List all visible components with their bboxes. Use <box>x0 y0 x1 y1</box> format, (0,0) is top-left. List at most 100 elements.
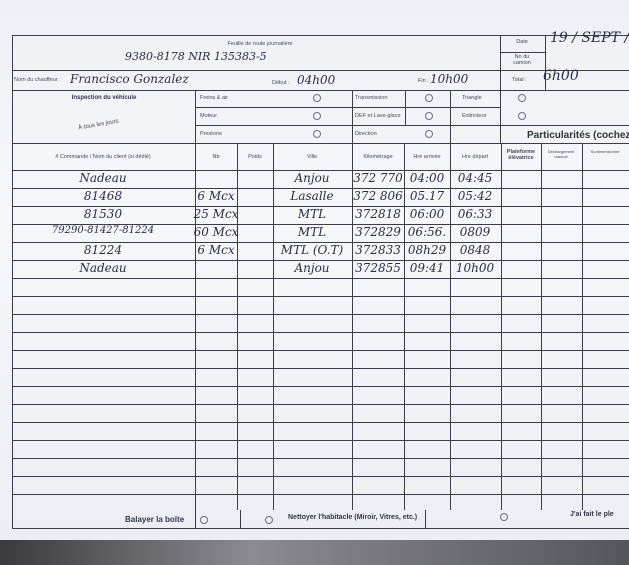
table-header-4: Kilométrage <box>363 154 393 160</box>
grid-line-v <box>450 143 451 510</box>
inspection-checkbox[interactable] <box>313 130 321 138</box>
driver-name-value: Francisco Gonzalez <box>70 72 189 86</box>
table-cell: 6 Mcx <box>197 243 235 257</box>
grid-line-h <box>12 206 629 207</box>
grid-line-h <box>12 143 629 144</box>
table-header-5: Hre arrivée <box>413 154 441 160</box>
form-title: Feuille de route journalière <box>227 41 293 47</box>
grid-line-h <box>12 476 629 477</box>
table-cell: 372855 <box>355 261 401 275</box>
total-label: Total : <box>512 77 527 83</box>
inspection-title: Inspection du véhicule <box>71 95 137 101</box>
inspection-item-label: Extincteur <box>462 113 487 119</box>
grid-line-h <box>12 422 629 423</box>
grid-line-v <box>450 90 451 143</box>
grid-line-h <box>12 458 629 459</box>
start-time-value: 04h00 <box>297 73 336 87</box>
table-header-6: Hre départ <box>462 154 488 160</box>
grid-line-h <box>12 296 629 297</box>
fuel-label: J'ai fait le ple <box>570 511 614 518</box>
grid-line-v <box>582 143 583 510</box>
grid-line-h <box>12 386 629 387</box>
background-surface <box>0 540 629 565</box>
grid-line-h <box>12 332 629 333</box>
inspection-item-label: Direction <box>355 131 377 137</box>
sweep-label: Balayer la boîte <box>125 515 185 524</box>
grid-line-h <box>12 242 629 243</box>
table-header-1: Nb <box>212 154 220 160</box>
table-cell: 0848 <box>459 243 491 257</box>
date-label: Date <box>516 39 528 45</box>
inspection-checkbox[interactable] <box>313 112 321 120</box>
inspection-checkbox[interactable] <box>313 94 321 102</box>
grid-line-h <box>12 170 629 171</box>
table-cell: MTL <box>297 207 327 221</box>
table-cell: 372833 <box>355 243 401 257</box>
grid-line-v <box>500 90 501 143</box>
grid-line-v <box>12 35 13 528</box>
grid-line-v <box>352 90 353 143</box>
inspection-checkbox[interactable] <box>425 130 433 138</box>
grid-line-v <box>545 35 546 90</box>
grid-line-h <box>12 224 629 225</box>
table-cell: 372 806 <box>353 189 403 203</box>
table-cell: 372 770 <box>353 171 403 185</box>
grid-line-v <box>425 510 426 528</box>
grid-line-h <box>12 440 629 441</box>
inspection-checkbox[interactable] <box>425 94 433 102</box>
grid-line-v <box>237 143 238 510</box>
table-cell: 08h29 <box>407 243 447 257</box>
route-sheet-paper: Feuille de route journalière 9380-8178 NI… <box>0 0 629 540</box>
table-cell: 09:41 <box>409 261 445 275</box>
grid-line-v <box>195 143 196 510</box>
sweep-checkbox[interactable] <box>200 516 208 524</box>
start-label: Début : <box>272 80 290 86</box>
table-cell: 372829 <box>355 225 401 239</box>
clean-label: Nettoyer l'habitacle (Miroir, Vitres, et… <box>288 514 418 521</box>
inspection-checkbox[interactable] <box>425 112 433 120</box>
grid-line-v <box>240 510 241 528</box>
total-time-value: 6h00 <box>543 68 579 84</box>
table-header-7: Plateforme élévatrice <box>506 149 536 161</box>
table-header-2: Poids <box>248 154 262 160</box>
table-cell: 79290-81427-81224 <box>51 225 155 236</box>
table-cell: 10h00 <box>455 261 495 275</box>
grid-line-h <box>12 188 629 189</box>
table-header-3: Ville <box>306 154 318 160</box>
grid-line-h <box>12 35 629 36</box>
inspection-item-label: Moteur <box>200 113 218 119</box>
grid-line-v <box>500 35 501 90</box>
grid-line-h <box>12 260 629 261</box>
end-label: Fin : <box>418 78 429 84</box>
grid-line-h <box>12 314 629 315</box>
table-header-0: # Commande / Nom du client (si dédié) <box>55 154 151 160</box>
grid-line-h <box>500 52 545 53</box>
table-cell: 05.17 <box>409 189 445 203</box>
grid-line-h <box>12 404 629 405</box>
grid-line-h <box>500 125 629 126</box>
grid-line-h <box>12 278 629 279</box>
grid-line-h <box>12 368 629 369</box>
inspection-checkbox[interactable] <box>518 112 526 120</box>
inspection-item-label: Freins & air <box>200 95 229 101</box>
grid-line-h <box>12 90 629 91</box>
inspection-subtitle: À tous les jours <box>77 118 120 132</box>
fuel-checkbox[interactable] <box>500 513 508 521</box>
truck-plate-value: 9380-8178 NIR 135383-5 <box>125 50 267 63</box>
table-cell: 81224 <box>83 243 123 257</box>
table-cell: Lasalle <box>290 189 334 203</box>
table-cell: 372818 <box>355 207 401 221</box>
table-cell: Nadeau <box>79 171 127 185</box>
grid-line-v <box>405 90 406 125</box>
table-header-8: Déchargement manuel <box>547 149 575 159</box>
end-time-value: 10h00 <box>430 72 469 86</box>
table-cell: 04:45 <box>457 171 493 185</box>
grid-line-h <box>195 125 500 126</box>
grid-line-h <box>12 528 629 529</box>
table-cell: 60 Mcx <box>193 225 239 239</box>
grid-line-h <box>195 107 500 108</box>
inspection-checkbox[interactable] <box>518 94 526 102</box>
clean-checkbox[interactable] <box>265 516 273 524</box>
inspection-item-label: Triangle <box>462 95 482 101</box>
date-value: 19 / SEPT / 202 <box>550 30 629 46</box>
